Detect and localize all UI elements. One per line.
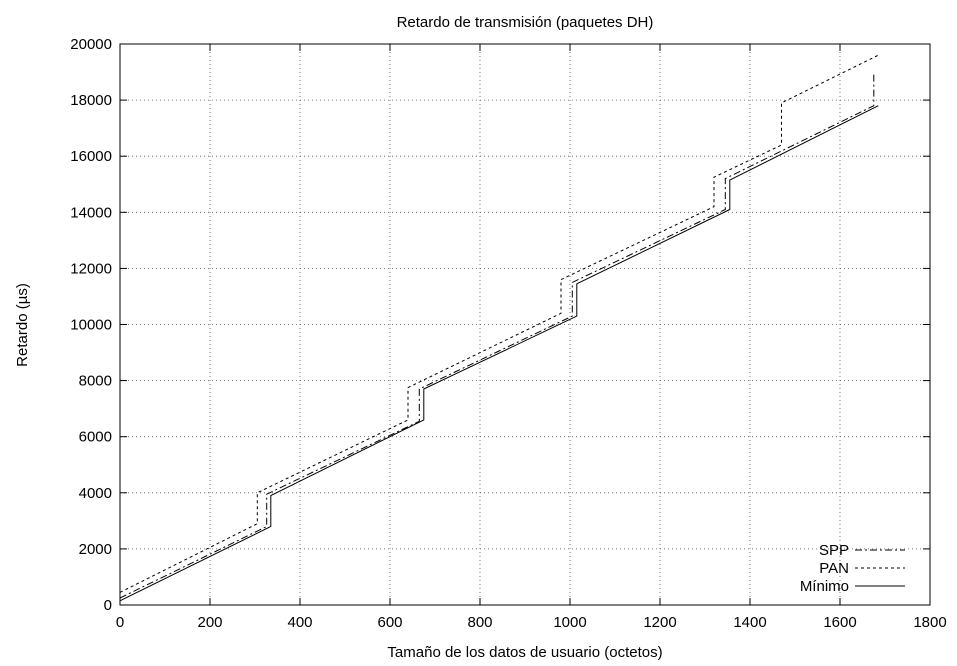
x-tick-label: 600 [377,614,402,631]
x-tick-label: 200 [197,614,222,631]
chart-title: Retardo de transmisión (paquetes DH) [397,14,654,31]
legend-label: Mínimo [800,578,849,595]
y-tick-label: 8000 [79,373,112,390]
legend-label: SPP [819,542,849,559]
y-tick-label: 10000 [70,317,112,334]
y-tick-label: 4000 [79,485,112,502]
x-tick-label: 1800 [913,614,946,631]
series-line-spp [119,72,875,599]
x-tick-label: 1000 [553,614,586,631]
series-group [119,54,879,602]
y-tick-label: 20000 [70,36,112,53]
series-line-pan [119,54,879,593]
y-tick-label: 18000 [70,92,112,109]
y-tick-label: 2000 [79,541,112,558]
y-tick-label: 12000 [70,260,112,277]
y-tick-label: 16000 [70,148,112,165]
y-axis-title: Retardo (µs) [14,283,31,367]
x-ticks: 0 200 400 600 800 1000 1200 1400 1600 1800 [116,44,947,631]
legend-label: PAN [819,560,849,577]
x-tick-label: 1200 [643,614,676,631]
grid [120,44,930,605]
y-tick-label: 14000 [70,204,112,221]
x-tick-label: 400 [287,614,312,631]
x-axis-title: Tamaño de los datos de usuario (octetos) [387,644,662,661]
y-ticks: 0 2000 4000 6000 8000 10000 12000 14000 16000 180… [70,36,930,614]
x-tick-label: 0 [116,614,124,631]
x-tick-label: 1600 [823,614,856,631]
x-tick-label: 1400 [733,614,766,631]
series-line-m-nimo [119,105,879,602]
x-tick-label: 800 [467,614,492,631]
y-tick-label: 6000 [79,429,112,446]
y-tick-label: 0 [104,597,112,614]
